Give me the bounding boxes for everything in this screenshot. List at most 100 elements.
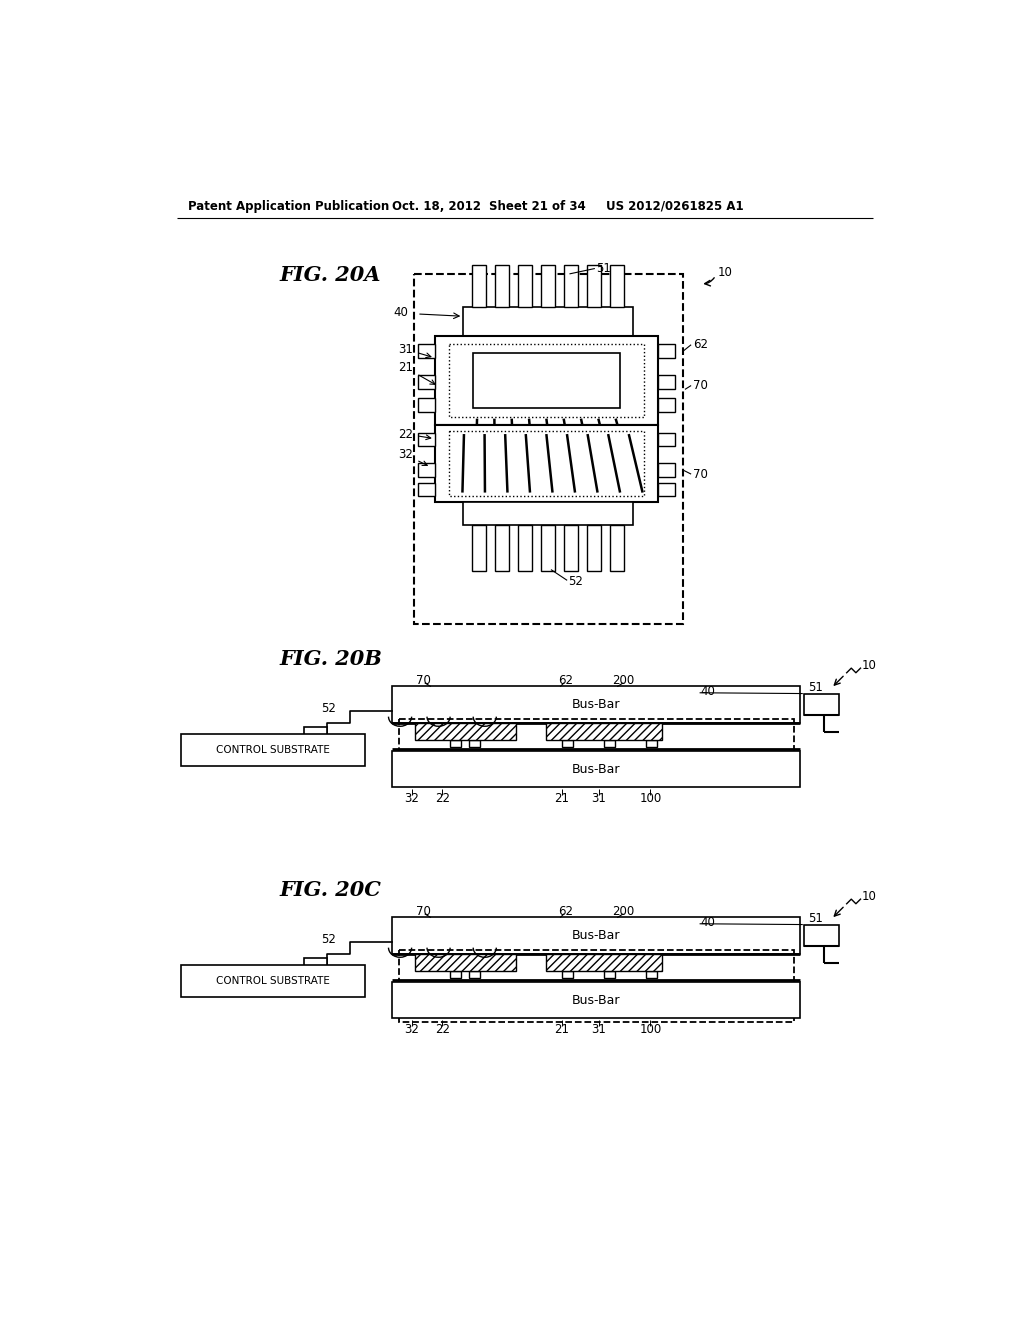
Bar [416, 723, 515, 739]
Bar [418, 433, 435, 446]
Bar [658, 345, 675, 358]
Text: 32: 32 [398, 449, 427, 466]
Bar [541, 525, 555, 572]
Bar [463, 308, 633, 337]
Bar [609, 264, 624, 308]
Text: 21: 21 [398, 362, 435, 384]
Text: Patent Application Publication: Patent Application Publication [188, 199, 389, 213]
Bar [604, 739, 614, 747]
Bar [547, 723, 662, 739]
Bar [609, 525, 624, 572]
Bar [469, 739, 480, 747]
Text: 40: 40 [700, 685, 715, 698]
Bar [587, 264, 601, 308]
Bar [392, 686, 801, 723]
Bar [414, 275, 683, 624]
Text: 70: 70 [416, 906, 431, 917]
Bar [518, 525, 531, 572]
Bar [646, 970, 657, 978]
Text: 31: 31 [398, 343, 431, 358]
Bar [180, 965, 366, 997]
Bar [416, 954, 515, 970]
Text: Bus-Bar: Bus-Bar [572, 929, 621, 942]
Bar [469, 970, 480, 978]
Text: 200: 200 [612, 675, 635, 686]
Text: 21: 21 [554, 1023, 569, 1036]
Bar [804, 924, 839, 946]
Bar [564, 264, 578, 308]
Bar [472, 264, 486, 308]
Text: Sheet 21 of 34: Sheet 21 of 34 [488, 199, 586, 213]
Text: Oct. 18, 2012: Oct. 18, 2012 [392, 199, 481, 213]
Text: 52: 52 [322, 702, 337, 715]
Bar [418, 463, 435, 478]
Bar [541, 264, 555, 308]
Text: 51: 51 [596, 261, 610, 275]
Text: 100: 100 [639, 792, 662, 805]
Text: 10: 10 [717, 265, 732, 279]
Text: Bus-Bar: Bus-Bar [572, 698, 621, 711]
Bar [463, 502, 633, 525]
Text: 10: 10 [862, 659, 877, 672]
Bar [449, 430, 644, 495]
Text: 62: 62 [692, 338, 708, 351]
Bar [562, 970, 572, 978]
Text: CONTROL SUBSTRATE: CONTROL SUBSTRATE [216, 744, 330, 755]
Bar [587, 525, 601, 572]
Bar [604, 970, 614, 978]
Text: FIG. 20B: FIG. 20B [280, 649, 382, 669]
Text: 31: 31 [591, 792, 606, 805]
Text: 62: 62 [558, 675, 573, 686]
Bar [658, 375, 675, 388]
Bar [418, 375, 435, 388]
Bar [180, 734, 366, 766]
Bar [658, 433, 675, 446]
Bar [562, 739, 572, 747]
Text: 70: 70 [692, 467, 708, 480]
Bar [473, 354, 620, 408]
Bar [472, 525, 486, 572]
Text: 52: 52 [322, 933, 337, 946]
Text: 31: 31 [591, 1023, 606, 1036]
Text: 22: 22 [398, 428, 431, 441]
Text: 100: 100 [639, 1023, 662, 1036]
Text: US 2012/0261825 A1: US 2012/0261825 A1 [606, 199, 744, 213]
Bar [658, 483, 675, 496]
Text: 70: 70 [416, 675, 431, 686]
Bar [418, 483, 435, 496]
Text: 51: 51 [808, 912, 823, 925]
Bar [451, 970, 461, 978]
Bar [304, 726, 327, 742]
Bar [658, 397, 675, 412]
Text: 40: 40 [700, 916, 715, 929]
Text: FIG. 20C: FIG. 20C [280, 880, 381, 900]
Bar [496, 264, 509, 308]
Text: 51: 51 [808, 681, 823, 694]
Bar [564, 525, 578, 572]
Bar [451, 739, 461, 747]
Text: 10: 10 [862, 890, 877, 903]
Bar [435, 425, 658, 502]
Bar [646, 739, 657, 747]
Text: FIG. 20A: FIG. 20A [280, 265, 381, 285]
Text: Bus-Bar: Bus-Bar [572, 763, 621, 776]
Bar [392, 917, 801, 954]
Text: 22: 22 [435, 1023, 450, 1036]
Text: 70: 70 [692, 379, 708, 392]
Bar [449, 345, 644, 417]
Text: 40: 40 [393, 306, 408, 319]
Bar [804, 693, 839, 715]
Bar [392, 982, 801, 1019]
Text: Bus-Bar: Bus-Bar [572, 994, 621, 1007]
Bar [398, 719, 795, 752]
Bar [658, 463, 675, 478]
Text: 32: 32 [404, 792, 419, 805]
Bar [496, 525, 509, 572]
Bar [398, 950, 795, 1022]
Text: 52: 52 [568, 576, 583, 589]
Bar [418, 345, 435, 358]
Text: 22: 22 [435, 792, 450, 805]
Bar [392, 751, 801, 788]
Text: 21: 21 [554, 792, 569, 805]
Text: 62: 62 [558, 906, 573, 917]
